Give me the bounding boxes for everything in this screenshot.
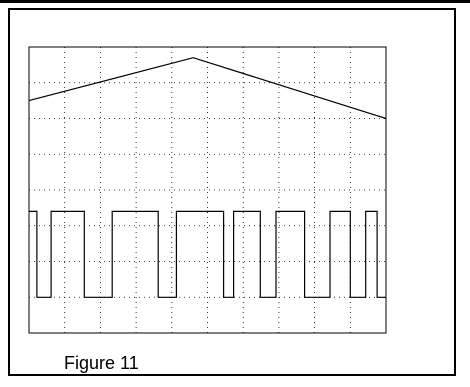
triangle-wave-trace <box>28 57 387 120</box>
series-layer <box>28 57 387 298</box>
top-rule <box>0 0 470 3</box>
plot-border <box>28 46 387 334</box>
grid <box>29 47 386 333</box>
figure-caption: Figure 11 <box>64 353 139 373</box>
square-wave-trace <box>29 210 386 298</box>
